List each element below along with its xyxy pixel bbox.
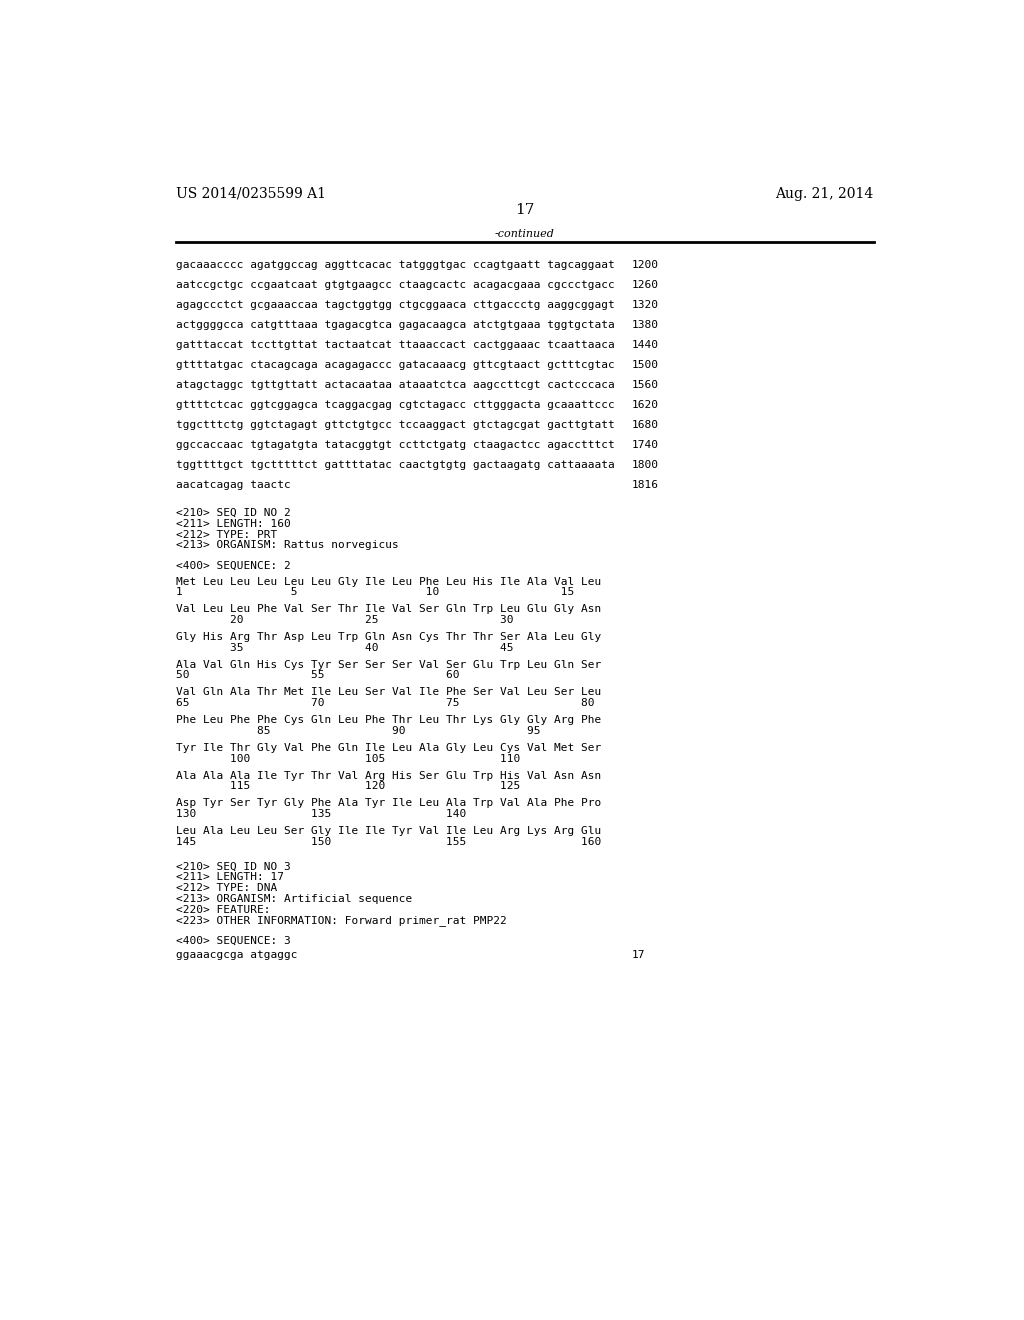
Text: Gly His Arg Thr Asp Leu Trp Gln Asn Cys Thr Thr Ser Ala Leu Gly: Gly His Arg Thr Asp Leu Trp Gln Asn Cys … xyxy=(176,632,601,642)
Text: <211> LENGTH: 160: <211> LENGTH: 160 xyxy=(176,519,291,529)
Text: <213> ORGANISM: Rattus norvegicus: <213> ORGANISM: Rattus norvegicus xyxy=(176,540,398,550)
Text: 85                  90                  95: 85 90 95 xyxy=(176,726,541,735)
Text: aatccgctgc ccgaatcaat gtgtgaagcc ctaagcactc acagacgaaa cgccctgacc: aatccgctgc ccgaatcaat gtgtgaagcc ctaagca… xyxy=(176,280,614,290)
Text: ggccaccaac tgtagatgta tatacggtgt ccttctgatg ctaagactcc agacctttct: ggccaccaac tgtagatgta tatacggtgt ccttctg… xyxy=(176,441,614,450)
Text: 1440: 1440 xyxy=(632,341,658,350)
Text: Val Gln Ala Thr Met Ile Leu Ser Val Ile Phe Ser Val Leu Ser Leu: Val Gln Ala Thr Met Ile Leu Ser Val Ile … xyxy=(176,688,601,697)
Text: <210> SEQ ID NO 2: <210> SEQ ID NO 2 xyxy=(176,508,291,517)
Text: gatttaccat tccttgttat tactaatcat ttaaaccact cactggaaac tcaattaaca: gatttaccat tccttgttat tactaatcat ttaaacc… xyxy=(176,341,614,350)
Text: <213> ORGANISM: Artificial sequence: <213> ORGANISM: Artificial sequence xyxy=(176,894,413,904)
Text: 1320: 1320 xyxy=(632,300,658,310)
Text: <212> TYPE: DNA: <212> TYPE: DNA xyxy=(176,883,278,892)
Text: <211> LENGTH: 17: <211> LENGTH: 17 xyxy=(176,873,284,882)
Text: US 2014/0235599 A1: US 2014/0235599 A1 xyxy=(176,187,326,201)
Text: Leu Ala Leu Leu Ser Gly Ile Ile Tyr Val Ile Leu Arg Lys Arg Glu: Leu Ala Leu Leu Ser Gly Ile Ile Tyr Val … xyxy=(176,826,601,836)
Text: Tyr Ile Thr Gly Val Phe Gln Ile Leu Ala Gly Leu Cys Val Met Ser: Tyr Ile Thr Gly Val Phe Gln Ile Leu Ala … xyxy=(176,743,601,752)
Text: 1500: 1500 xyxy=(632,360,658,370)
Text: 1620: 1620 xyxy=(632,400,658,411)
Text: Ala Ala Ala Ile Tyr Thr Val Arg His Ser Glu Trp His Val Asn Asn: Ala Ala Ala Ile Tyr Thr Val Arg His Ser … xyxy=(176,771,601,780)
Text: Aug. 21, 2014: Aug. 21, 2014 xyxy=(775,187,873,201)
Text: 1200: 1200 xyxy=(632,260,658,271)
Text: 65                  70                  75                  80: 65 70 75 80 xyxy=(176,698,595,708)
Text: tggctttctg ggtctagagt gttctgtgcc tccaaggact gtctagcgat gacttgtatt: tggctttctg ggtctagagt gttctgtgcc tccaagg… xyxy=(176,420,614,430)
Text: 115                 120                 125: 115 120 125 xyxy=(176,781,520,791)
Text: <212> TYPE: PRT: <212> TYPE: PRT xyxy=(176,529,278,540)
Text: <400> SEQUENCE: 3: <400> SEQUENCE: 3 xyxy=(176,936,291,946)
Text: 1740: 1740 xyxy=(632,441,658,450)
Text: atagctaggc tgttgttatt actacaataa ataaatctca aagccttcgt cactcccaca: atagctaggc tgttgttatt actacaataa ataaatc… xyxy=(176,380,614,391)
Text: gacaaacccc agatggccag aggttcacac tatgggtgac ccagtgaatt tagcaggaat: gacaaacccc agatggccag aggttcacac tatgggt… xyxy=(176,260,614,271)
Text: 1380: 1380 xyxy=(632,321,658,330)
Text: -continued: -continued xyxy=(495,230,555,239)
Text: 1800: 1800 xyxy=(632,461,658,470)
Text: agagccctct gcgaaaccaa tagctggtgg ctgcggaaca cttgaccctg aaggcggagt: agagccctct gcgaaaccaa tagctggtgg ctgcgga… xyxy=(176,300,614,310)
Text: <400> SEQUENCE: 2: <400> SEQUENCE: 2 xyxy=(176,561,291,572)
Text: <210> SEQ ID NO 3: <210> SEQ ID NO 3 xyxy=(176,862,291,871)
Text: 1260: 1260 xyxy=(632,280,658,290)
Text: aacatcagag taactc: aacatcagag taactc xyxy=(176,480,291,490)
Text: 17: 17 xyxy=(515,203,535,216)
Text: 35                  40                  45: 35 40 45 xyxy=(176,643,514,652)
Text: Asp Tyr Ser Tyr Gly Phe Ala Tyr Ile Leu Ala Trp Val Ala Phe Pro: Asp Tyr Ser Tyr Gly Phe Ala Tyr Ile Leu … xyxy=(176,799,601,808)
Text: 145                 150                 155                 160: 145 150 155 160 xyxy=(176,837,601,846)
Text: 1                5                   10                  15: 1 5 10 15 xyxy=(176,587,574,597)
Text: 20                  25                  30: 20 25 30 xyxy=(176,615,514,624)
Text: Phe Leu Phe Phe Cys Gln Leu Phe Thr Leu Thr Lys Gly Gly Arg Phe: Phe Leu Phe Phe Cys Gln Leu Phe Thr Leu … xyxy=(176,715,601,725)
Text: actggggcca catgtttaaa tgagacgtca gagacaagca atctgtgaaa tggtgctata: actggggcca catgtttaaa tgagacgtca gagacaa… xyxy=(176,321,614,330)
Text: Met Leu Leu Leu Leu Leu Gly Ile Leu Phe Leu His Ile Ala Val Leu: Met Leu Leu Leu Leu Leu Gly Ile Leu Phe … xyxy=(176,577,601,586)
Text: gttttctcac ggtcggagca tcaggacgag cgtctagacc cttgggacta gcaaattccc: gttttctcac ggtcggagca tcaggacgag cgtctag… xyxy=(176,400,614,411)
Text: ggaaacgcga atgaggc: ggaaacgcga atgaggc xyxy=(176,950,298,960)
Text: gttttatgac ctacagcaga acagagaccc gatacaaacg gttcgtaact gctttcgtac: gttttatgac ctacagcaga acagagaccc gatacaa… xyxy=(176,360,614,370)
Text: <223> OTHER INFORMATION: Forward primer_rat PMP22: <223> OTHER INFORMATION: Forward primer_… xyxy=(176,915,507,927)
Text: 1680: 1680 xyxy=(632,420,658,430)
Text: 1816: 1816 xyxy=(632,480,658,490)
Text: 1560: 1560 xyxy=(632,380,658,391)
Text: 130                 135                 140: 130 135 140 xyxy=(176,809,466,818)
Text: 17: 17 xyxy=(632,950,645,960)
Text: 100                 105                 110: 100 105 110 xyxy=(176,754,520,763)
Text: <220> FEATURE:: <220> FEATURE: xyxy=(176,904,270,915)
Text: 50                  55                  60: 50 55 60 xyxy=(176,671,460,680)
Text: tggttttgct tgctttttct gattttatac caactgtgtg gactaagatg cattaaaata: tggttttgct tgctttttct gattttatac caactgt… xyxy=(176,461,614,470)
Text: Val Leu Leu Phe Val Ser Thr Ile Val Ser Gln Trp Leu Glu Gly Asn: Val Leu Leu Phe Val Ser Thr Ile Val Ser … xyxy=(176,605,601,614)
Text: Ala Val Gln His Cys Tyr Ser Ser Ser Val Ser Glu Trp Leu Gln Ser: Ala Val Gln His Cys Tyr Ser Ser Ser Val … xyxy=(176,660,601,669)
